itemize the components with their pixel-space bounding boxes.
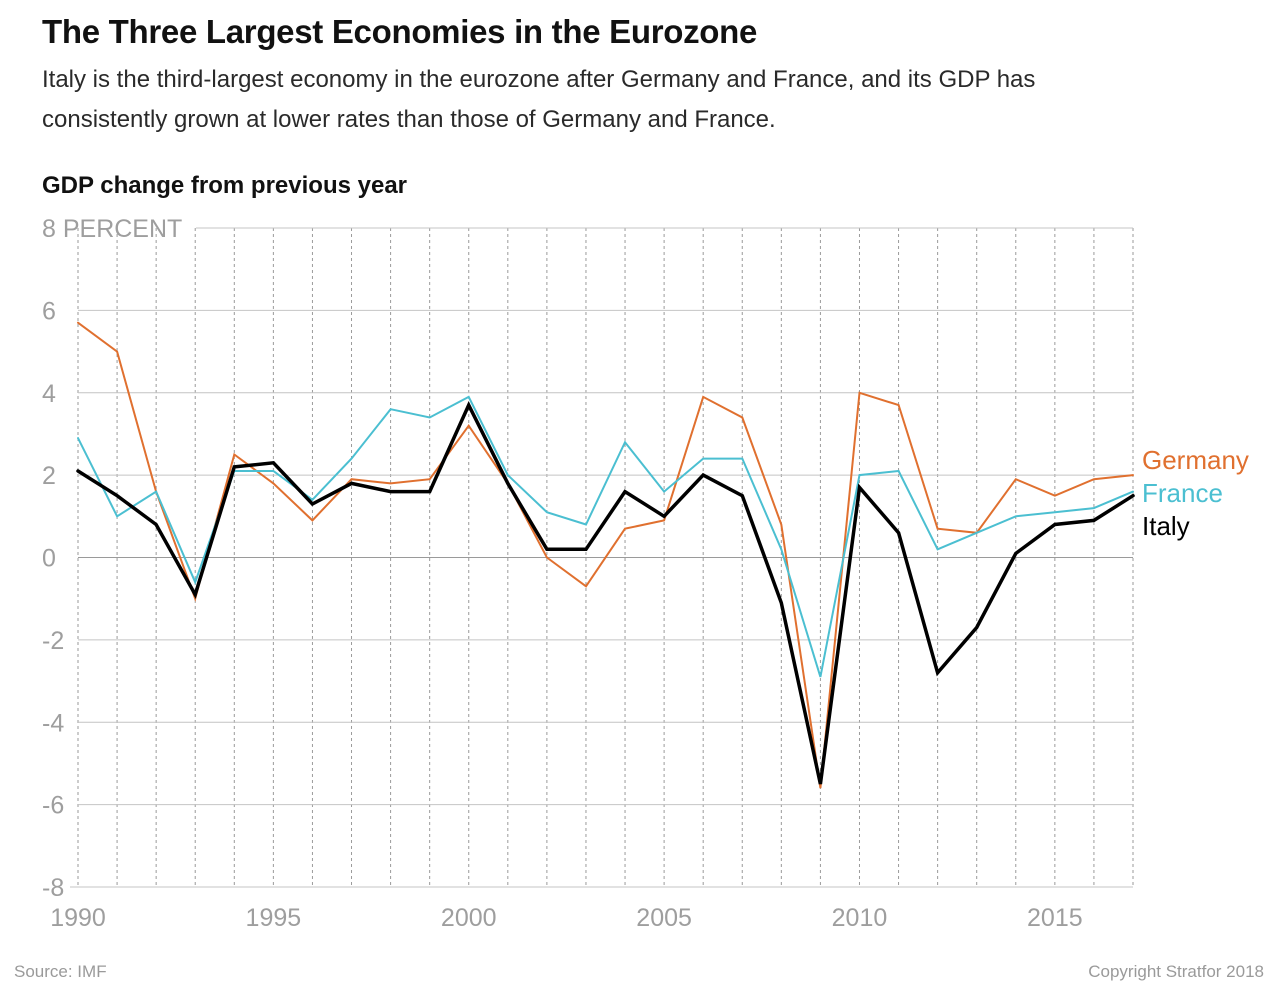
copyright-note: Copyright Stratfor 2018 [1088,962,1264,981]
grid [70,227,1134,888]
legend-label-italy: Italy [1142,511,1190,541]
y-tick-label: 0 [42,545,56,573]
y-tick-label: -6 [42,792,64,820]
y-tick-label: 8 PERCENT [42,215,182,243]
y-tick-label: 6 [42,297,56,325]
series-line-germany [77,321,1134,789]
x-tick-label: 2000 [441,904,497,932]
x-tick-label: 2015 [1027,904,1083,932]
x-tick-label: 1990 [50,904,106,932]
series-lines [76,321,1135,789]
y-tick-label: -8 [42,874,64,902]
y-tick-label: -4 [42,709,64,737]
chart-title: The Three Largest Economies in the Euroz… [42,13,758,50]
x-tick-label: 1995 [246,904,302,932]
line-chart: -8 -6 -4 -2 0 2 4 6 8 PERCENT 1990 1995 2000 2005 20… [42,215,1249,932]
chart-subtitle: Italy is the third-largest economy in th… [42,66,1036,133]
series-line-italy [76,401,1135,785]
legend-label-germany: Germany [1142,445,1249,475]
y-tick-label: -2 [42,627,64,655]
source-note: Source: IMF [14,962,107,981]
y-axis-ticks: -8 -6 -4 -2 0 2 4 6 8 PERCENT [42,215,182,902]
x-tick-label: 2005 [636,904,692,932]
chart-heading: GDP change from previous year [42,172,408,199]
x-tick-label: 2010 [832,904,888,932]
x-axis-ticks: 1990 1995 2000 2005 2010 2015 [50,904,1082,932]
series-line-france [77,395,1134,678]
legend-label-france: France [1142,478,1223,508]
y-tick-label: 2 [42,462,56,490]
y-tick-label: 4 [42,380,56,408]
